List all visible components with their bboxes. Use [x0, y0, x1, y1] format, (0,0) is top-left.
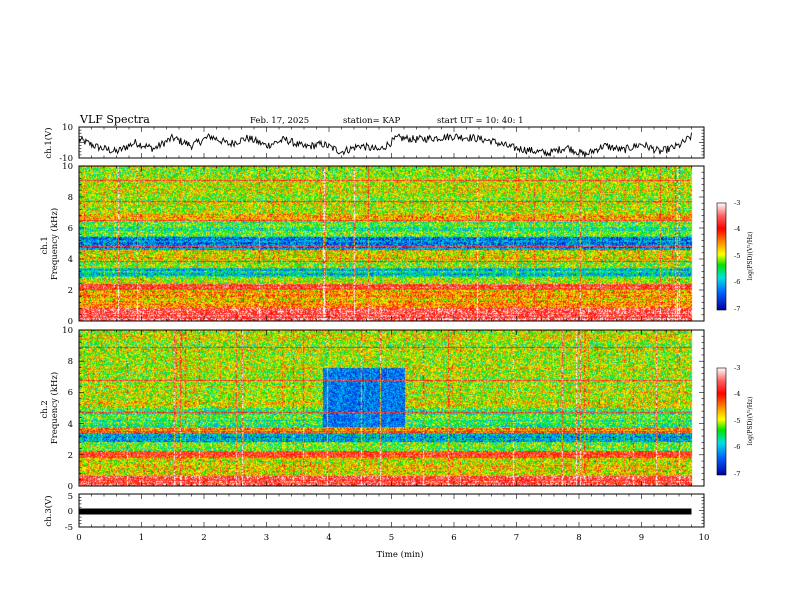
ch1-spec-ylabel: ch.1 Frequency (kHz)	[40, 208, 60, 280]
ch1-spectrogram-panel: 0 2 4 6 8 10 ch.1 Frequency (kHz)	[40, 162, 705, 327]
ch2-ytick-2: 2	[68, 451, 73, 461]
ch1-cb-tick-5: -5	[734, 252, 740, 260]
figure-title: VLF Spectra	[79, 113, 150, 126]
ch2-cb-tick-3: -3	[734, 364, 740, 372]
date-label: Feb. 17, 2025	[250, 116, 309, 126]
ch1-ytick-2: 2	[68, 286, 73, 296]
ch1-ytick-bottom: -10	[59, 154, 73, 164]
ch3-ytick-0: 0	[68, 507, 73, 517]
ch2-ytick-4: 4	[68, 420, 73, 430]
ch1-spectrogram-image	[79, 166, 704, 321]
ch2-ytick-0: 0	[68, 482, 73, 492]
ch2-cb-tick-4: -4	[734, 390, 740, 398]
ch1-spec-ticks	[78, 165, 705, 322]
ch3-ticks	[78, 493, 705, 528]
x-tick-label-7: 7	[514, 533, 519, 543]
ch2-cb-tick-6: -6	[734, 443, 740, 451]
ch2-spec-ticks	[78, 329, 705, 487]
ch3-ytick-5: 5	[68, 492, 73, 502]
ch1-frame	[78, 126, 705, 159]
ch2-cb-tick-7: -7	[734, 470, 740, 478]
ch1-cb-title: log(PSD)(V²/Hz)	[747, 232, 754, 281]
ch2-ytick-10: 10	[62, 326, 73, 336]
ch1-cb-tick-7: -7	[734, 305, 740, 313]
ch1-colorbar-frame	[716, 202, 727, 311]
station-label: station= KAP	[343, 116, 401, 126]
x-tick-label-9: 9	[639, 533, 644, 543]
ch1-ytick-0: 0	[68, 317, 73, 327]
x-tick-label-5: 5	[389, 533, 394, 543]
ch2-ytick-6: 6	[68, 388, 73, 398]
ch1-cb-tick-3: -3	[734, 199, 740, 207]
ch3-ylabel: ch.3(V)	[43, 495, 54, 526]
ch1-spec-ylabel-line2: Frequency (kHz)	[49, 208, 60, 280]
x-tick-label-6: 6	[451, 533, 456, 543]
x-tick-label-0: 0	[76, 533, 81, 543]
ch2-spec-ylabel: ch.2 Frequency (kHz)	[40, 372, 60, 444]
ch1-spec-ylabel-line1: ch.1	[40, 236, 50, 254]
ch1-ylabel: ch.1(V)	[43, 127, 54, 158]
x-axis-label: Time (min)	[376, 549, 423, 560]
ch1-waveform-panel: 10 -10 ch.1(V)	[43, 123, 705, 164]
ch1-ytick-4: 4	[68, 255, 73, 265]
ch1-waveform-line	[78, 132, 692, 158]
ch3-waveform-panel: 5 0 -5 ch.3(V)	[43, 492, 705, 533]
start-time-label: start UT = 10: 40: 1	[437, 116, 524, 126]
x-tick-label-3: 3	[264, 533, 269, 543]
ch2-colorbar-frame	[716, 367, 727, 476]
x-tick-label-1: 1	[139, 533, 144, 543]
x-tick-label-10: 10	[699, 533, 710, 543]
ch2-cb-tick-5: -5	[734, 417, 740, 425]
x-tick-label-8: 8	[576, 533, 581, 543]
ch1-ytick-6: 6	[68, 224, 73, 234]
ch1-cb-tick-4: -4	[734, 225, 740, 233]
ch1-colorbar: -3 -4 -5 -6 -7 log(PSD)(V²/Hz)	[716, 199, 754, 313]
ch1-ytick-8: 8	[68, 193, 73, 203]
ch1-ytick-top: 10	[62, 123, 73, 133]
ch1-colorbar-gradient	[717, 203, 726, 310]
x-tick-label-4: 4	[326, 533, 331, 543]
ch2-colorbar-gradient	[717, 368, 726, 475]
ch2-colorbar: -3 -4 -5 -6 -7 log(PSD)(V²/Hz)	[716, 364, 754, 478]
ch2-spec-ylabel-line1: ch.2	[40, 400, 50, 418]
x-tick-labels: 0 1 2 3 4 5 6 7 8 9 10	[76, 533, 709, 543]
x-tick-label-2: 2	[201, 533, 206, 543]
ch3-ytick-neg5: -5	[65, 523, 73, 533]
ch2-cb-title: log(PSD)(V²/Hz)	[747, 397, 754, 446]
ch2-spectrogram-panel: 0 2 4 6 8 10 ch.2 Frequency (kHz)	[40, 326, 705, 492]
ch1-cb-tick-6: -6	[734, 278, 740, 286]
ch2-spectrogram-image	[79, 330, 704, 486]
ch2-spec-ylabel-line2: Frequency (kHz)	[49, 372, 60, 444]
ch2-ytick-8: 8	[68, 357, 73, 367]
ch1-ytick-10: 10	[62, 162, 73, 172]
